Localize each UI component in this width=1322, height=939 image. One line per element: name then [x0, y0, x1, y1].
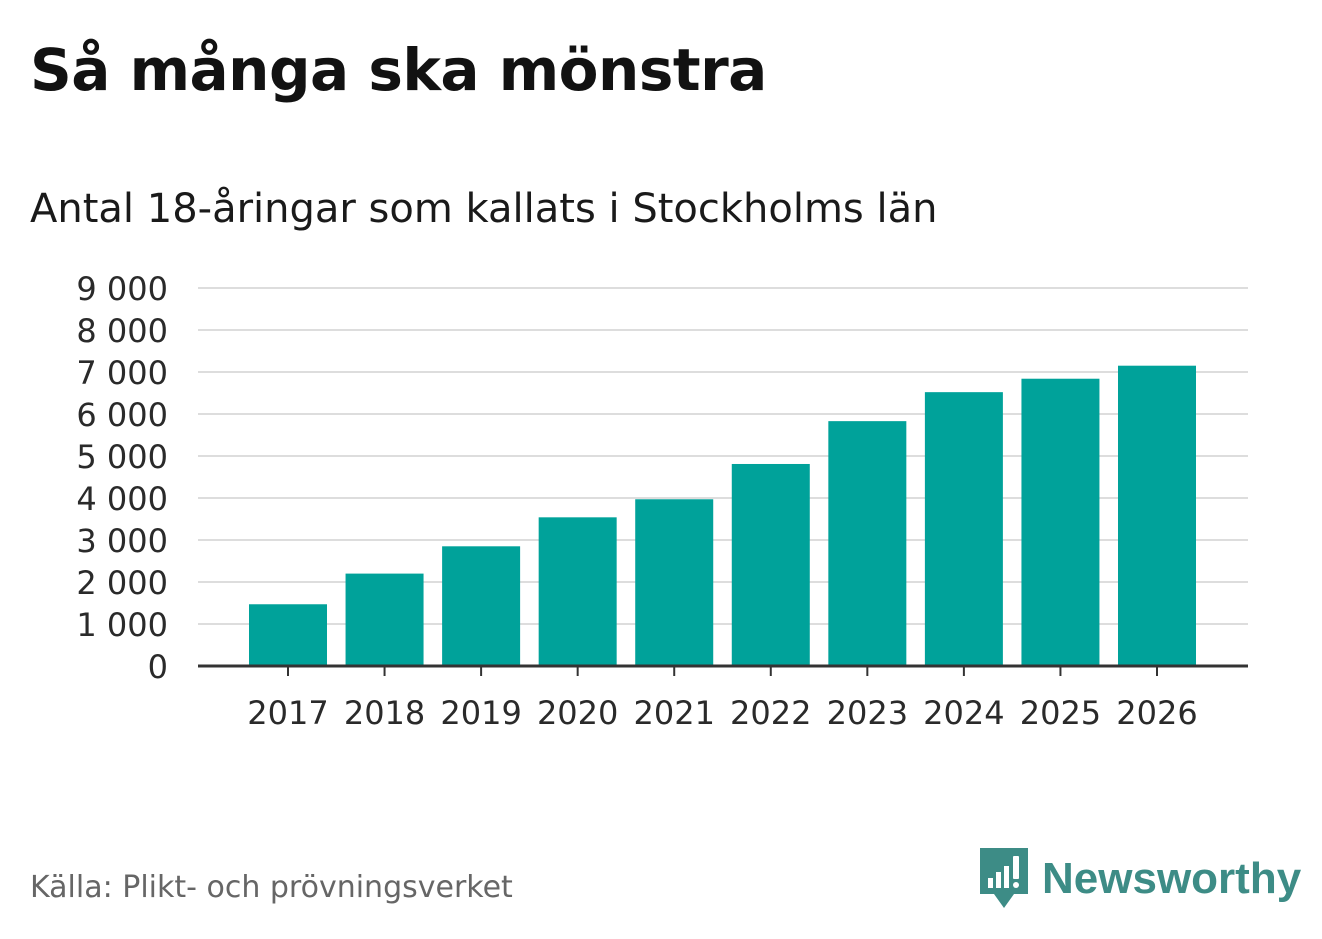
x-tick-label: 2018 [344, 694, 425, 732]
x-tick-label: 2025 [1020, 694, 1101, 732]
source-note: Källa: Plikt- och prövningsverket [30, 870, 513, 905]
bar-2026 [1118, 365, 1196, 666]
bar-2025 [1021, 378, 1100, 666]
bar-chart-speech-bubble-icon [980, 848, 1028, 908]
y-tick-label: 2 000 [76, 564, 168, 602]
y-tick-label: 7 000 [76, 354, 168, 392]
chart-subtitle: Antal 18-åringar som kallats i Stockholm… [30, 186, 938, 232]
newsworthy-logo: Newsworthy [980, 848, 1301, 910]
bar-2017 [249, 604, 327, 666]
x-tick-label: 2023 [827, 694, 908, 732]
y-tick-label: 3 000 [76, 522, 168, 560]
x-tick-label: 2020 [537, 694, 618, 732]
y-tick-label: 6 000 [76, 396, 168, 434]
x-tick-label: 2024 [923, 694, 1004, 732]
x-tick-label: 2022 [730, 694, 811, 732]
x-axis [198, 664, 1248, 676]
y-axis-tick-labels: 0 1 000 2 000 3 000 4 000 5 000 6 000 7 000 8 00… [76, 270, 168, 686]
y-tick-label: 9 000 [76, 270, 168, 308]
y-tick-label: 5 000 [76, 438, 168, 476]
x-tick-label: 2017 [247, 694, 328, 732]
x-tick-label: 2019 [440, 694, 521, 732]
y-tick-label: 8 000 [76, 312, 168, 350]
bar-2023 [828, 421, 907, 666]
bar-2022 [731, 463, 810, 666]
y-tick-label: 1 000 [76, 606, 168, 644]
bar-2018 [345, 573, 424, 666]
chart-title: Så många ska mönstra [30, 36, 767, 104]
bar-2019 [442, 546, 521, 666]
y-tick-label: 0 [148, 648, 168, 686]
x-tick-label: 2021 [634, 694, 715, 732]
bar-2021 [635, 499, 714, 666]
y-tick-label: 4 000 [76, 480, 168, 518]
bars [249, 365, 1196, 666]
x-tick-label: 2026 [1116, 694, 1197, 732]
bar-2020 [538, 517, 617, 666]
x-axis-tick-labels: 2017 2018 2019 2020 2021 2022 2023 2024 2025 2026 [247, 694, 1197, 732]
bar-2024 [924, 392, 1003, 666]
brand-name: Newsworthy [1042, 854, 1302, 903]
